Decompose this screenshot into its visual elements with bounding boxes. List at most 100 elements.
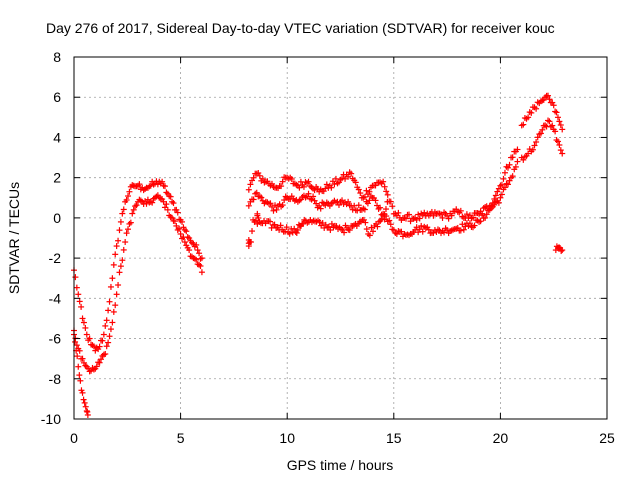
data-point <box>345 173 352 180</box>
data-point <box>506 161 513 168</box>
chart-title: Day 276 of 2017, Sidereal Day-to-day VTE… <box>46 20 555 36</box>
x-tick-label: 5 <box>177 430 185 446</box>
data-point <box>82 403 89 410</box>
data-point <box>250 174 257 181</box>
data-point <box>119 210 126 217</box>
data-point <box>492 192 499 199</box>
data-point <box>107 326 114 333</box>
data-point <box>363 226 370 233</box>
data-point <box>509 173 516 180</box>
data-point <box>197 255 204 262</box>
data-point <box>545 92 552 99</box>
data-point <box>335 201 342 208</box>
data-point <box>122 239 129 246</box>
data-point <box>305 190 312 197</box>
data-point <box>256 172 263 179</box>
data-point <box>73 284 80 291</box>
data-point <box>348 170 355 177</box>
data-point <box>413 216 420 223</box>
data-point <box>186 247 193 254</box>
data-point <box>328 184 335 191</box>
data-point <box>173 222 180 229</box>
y-tick-label: 8 <box>53 49 61 65</box>
data-point <box>325 223 332 230</box>
data-point <box>425 226 432 233</box>
data-point <box>143 200 150 207</box>
data-point <box>250 196 257 203</box>
data-point <box>267 218 274 225</box>
data-point <box>126 188 133 195</box>
data-point <box>459 221 466 228</box>
data-point <box>183 228 190 235</box>
data-point <box>196 250 203 257</box>
data-point <box>542 122 549 129</box>
data-point <box>110 261 117 268</box>
data-point <box>539 126 546 133</box>
data-point <box>533 139 540 146</box>
plot-frame <box>73 56 608 420</box>
data-point <box>554 138 561 145</box>
y-tick-label: 6 <box>53 89 61 105</box>
data-point <box>169 214 176 221</box>
data-point <box>316 219 323 226</box>
data-point <box>268 180 275 187</box>
ticks-layer: -10 -8 -6 -4 -2 0 2 4 6 8 0 5 10 15 20 25 <box>41 49 615 446</box>
data-point <box>245 243 252 250</box>
data-point <box>254 210 261 217</box>
data-point <box>328 220 335 227</box>
x-tick-label: 0 <box>70 430 78 446</box>
data-point <box>345 198 352 205</box>
data-point <box>296 184 303 191</box>
data-point <box>368 224 375 231</box>
data-point <box>249 228 256 235</box>
data-point <box>186 235 193 241</box>
data-point <box>149 199 156 206</box>
data-point <box>387 221 394 228</box>
data-point <box>317 205 324 212</box>
data-point <box>520 121 527 128</box>
data-point <box>115 237 122 244</box>
data-point <box>460 226 467 233</box>
data-point <box>339 197 346 204</box>
data-point <box>557 147 564 154</box>
data-point <box>268 203 275 210</box>
data-point <box>416 226 423 233</box>
data-point <box>255 214 262 221</box>
data-point <box>323 181 330 188</box>
data-point <box>384 198 391 205</box>
data-point <box>120 246 127 253</box>
data-point <box>281 197 288 204</box>
data-point <box>107 283 114 290</box>
data-point <box>549 122 556 129</box>
data-point <box>96 359 103 366</box>
data-point <box>413 224 420 231</box>
data-point <box>110 308 117 315</box>
data-point <box>119 257 126 264</box>
data-point <box>93 363 100 370</box>
data-point <box>421 209 428 216</box>
data-point <box>116 227 123 234</box>
data-point <box>378 216 385 223</box>
data-point <box>73 342 80 349</box>
data-point <box>127 219 134 226</box>
data-point <box>381 211 388 218</box>
data-point <box>381 183 388 190</box>
data-point <box>342 175 349 182</box>
data-point <box>247 239 254 246</box>
data-point <box>142 198 149 205</box>
x-tick-label: 10 <box>279 430 295 446</box>
data-point <box>366 232 373 239</box>
data-point <box>546 118 553 125</box>
data-point <box>528 109 535 116</box>
data-point <box>501 169 508 176</box>
data-point <box>84 411 91 418</box>
data-point <box>386 217 393 224</box>
data-point <box>457 207 464 214</box>
data-point <box>113 291 120 298</box>
data-point <box>558 248 565 255</box>
data-point <box>82 362 89 369</box>
data-point <box>193 241 200 248</box>
data-point <box>80 396 87 403</box>
data-point <box>366 188 373 195</box>
data-point <box>463 211 470 218</box>
